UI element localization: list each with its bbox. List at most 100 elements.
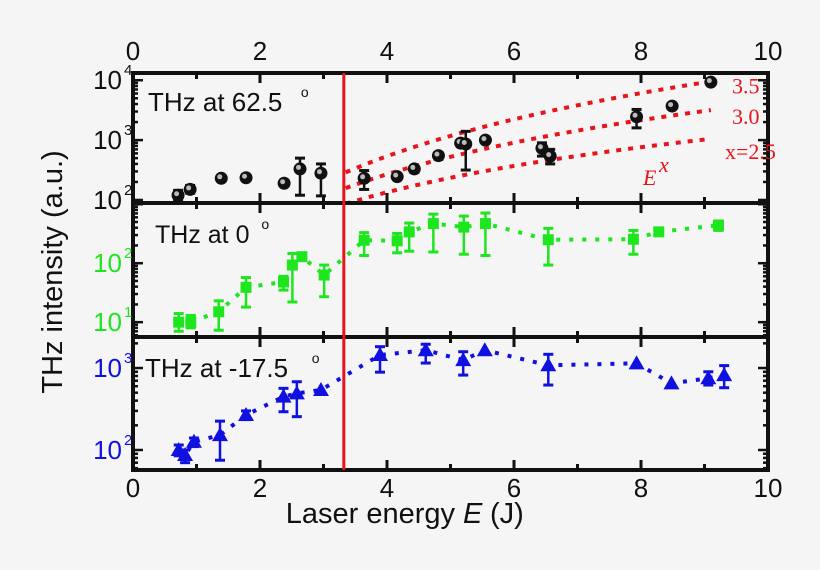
- data-point: [427, 218, 439, 230]
- data-point: [296, 251, 308, 263]
- y-tick-label-exponent: 3: [124, 122, 132, 139]
- x-tick-label-bottom: 4: [380, 473, 394, 503]
- x-axis-label-unit: (J): [490, 498, 524, 530]
- x-tick-label-top: 8: [634, 36, 648, 66]
- y-tick-label: 10: [93, 185, 122, 215]
- x-tick-label-bottom: 0: [126, 473, 140, 503]
- panel-background: [133, 203, 768, 337]
- fit-curve-2.5: [345, 136, 712, 206]
- y-tick-label: 10: [93, 307, 122, 337]
- x-tick-label-top: 10: [754, 36, 783, 66]
- series-connector: [177, 348, 725, 458]
- y-tick-label: 10: [93, 248, 122, 278]
- data-point-highlight: [296, 164, 302, 170]
- data-point: [540, 357, 557, 372]
- data-point: [417, 342, 434, 357]
- data-point: [238, 407, 255, 422]
- data-point: [403, 226, 415, 238]
- data-point: [288, 385, 305, 400]
- data-point: [542, 234, 554, 246]
- data-point: [240, 281, 252, 293]
- panel-label-degree: o: [261, 216, 269, 232]
- panel-0: [131, 71, 770, 206]
- data-point: [275, 388, 292, 403]
- x-tick-label-bottom: 2: [253, 473, 267, 503]
- panel-background: [133, 337, 768, 470]
- data-point: [185, 316, 197, 328]
- data-point: [318, 269, 330, 281]
- data-point: [653, 226, 665, 238]
- data-point-highlight: [668, 102, 674, 108]
- y-tick-label-exponent: 2: [124, 245, 132, 262]
- x-tick-label-bottom: 10: [754, 473, 783, 503]
- panel-label-degree: o: [301, 84, 309, 100]
- data-point: [213, 306, 225, 318]
- fit-curve-3: [345, 108, 712, 190]
- data-point: [627, 233, 639, 245]
- y-tick-label-exponent: 1: [124, 304, 132, 321]
- data-point: [476, 342, 493, 357]
- y-axis-label: THz intensity (a.u.): [37, 150, 69, 393]
- y-tick-label-exponent: 4: [124, 62, 132, 79]
- data-point: [391, 235, 403, 247]
- y-tick-label-exponent: 2: [124, 432, 132, 449]
- data-point: [628, 355, 645, 370]
- data-point-highlight: [242, 173, 248, 179]
- data-point-highlight: [410, 164, 416, 170]
- fit-curve-3.5: [344, 79, 712, 175]
- data-point: [277, 276, 289, 288]
- data-point-highlight: [434, 151, 440, 157]
- y-tick-label-exponent: 2: [124, 182, 132, 199]
- data-point: [479, 218, 491, 230]
- panel-frame: [131, 335, 770, 472]
- x-axis-label: Laser energy: [286, 498, 456, 530]
- data-point: [663, 375, 680, 390]
- fit-formula: E: [642, 165, 657, 190]
- data-point: [286, 259, 298, 271]
- data-point-highlight: [706, 78, 712, 84]
- data-point: [173, 316, 185, 328]
- x-tick-label-top: 6: [507, 36, 521, 66]
- panel-label-degree: o: [312, 350, 320, 366]
- fit-formula-exponent: x: [658, 152, 669, 177]
- data-point: [458, 221, 470, 233]
- data-point-highlight: [316, 169, 322, 175]
- x-tick-label-top: 4: [380, 36, 394, 66]
- data-point-highlight: [360, 174, 366, 180]
- data-point-highlight: [393, 172, 399, 178]
- data-point: [712, 219, 724, 231]
- panel-label: THz at 62.5: [148, 87, 282, 117]
- panel-2: [131, 335, 770, 472]
- data-point-highlight: [481, 136, 487, 142]
- data-point: [185, 433, 202, 448]
- fit-label: x=2.5: [725, 139, 776, 164]
- data-point-highlight: [461, 140, 467, 146]
- data-point-highlight: [632, 112, 638, 118]
- data-point-highlight: [280, 179, 286, 185]
- panel-label: THz at -17.5: [145, 353, 288, 383]
- y-tick-label: 10: [93, 353, 122, 383]
- data-point: [700, 370, 717, 385]
- y-tick-label: 10: [93, 435, 122, 465]
- data-point: [455, 352, 472, 367]
- x-tick-label-top: 2: [253, 36, 267, 66]
- fit-label: 3.0: [732, 104, 760, 129]
- x-tick-label-bottom: 6: [507, 473, 521, 503]
- fit-label: 3.5: [732, 73, 760, 98]
- data-point: [177, 446, 194, 461]
- data-point-highlight: [537, 144, 543, 150]
- data-point-highlight: [546, 152, 552, 158]
- data-point: [358, 234, 370, 246]
- x-tick-label-top: 0: [126, 36, 140, 66]
- data-point: [716, 367, 733, 382]
- data-point: [372, 347, 389, 362]
- data-point: [211, 427, 228, 442]
- x-axis-label-var: E: [463, 498, 483, 530]
- y-tick-label: 10: [93, 65, 122, 95]
- data-point-highlight: [174, 191, 180, 197]
- y-tick-label: 10: [93, 125, 122, 155]
- x-tick-label-bottom: 8: [634, 473, 648, 503]
- data-point-highlight: [186, 185, 192, 191]
